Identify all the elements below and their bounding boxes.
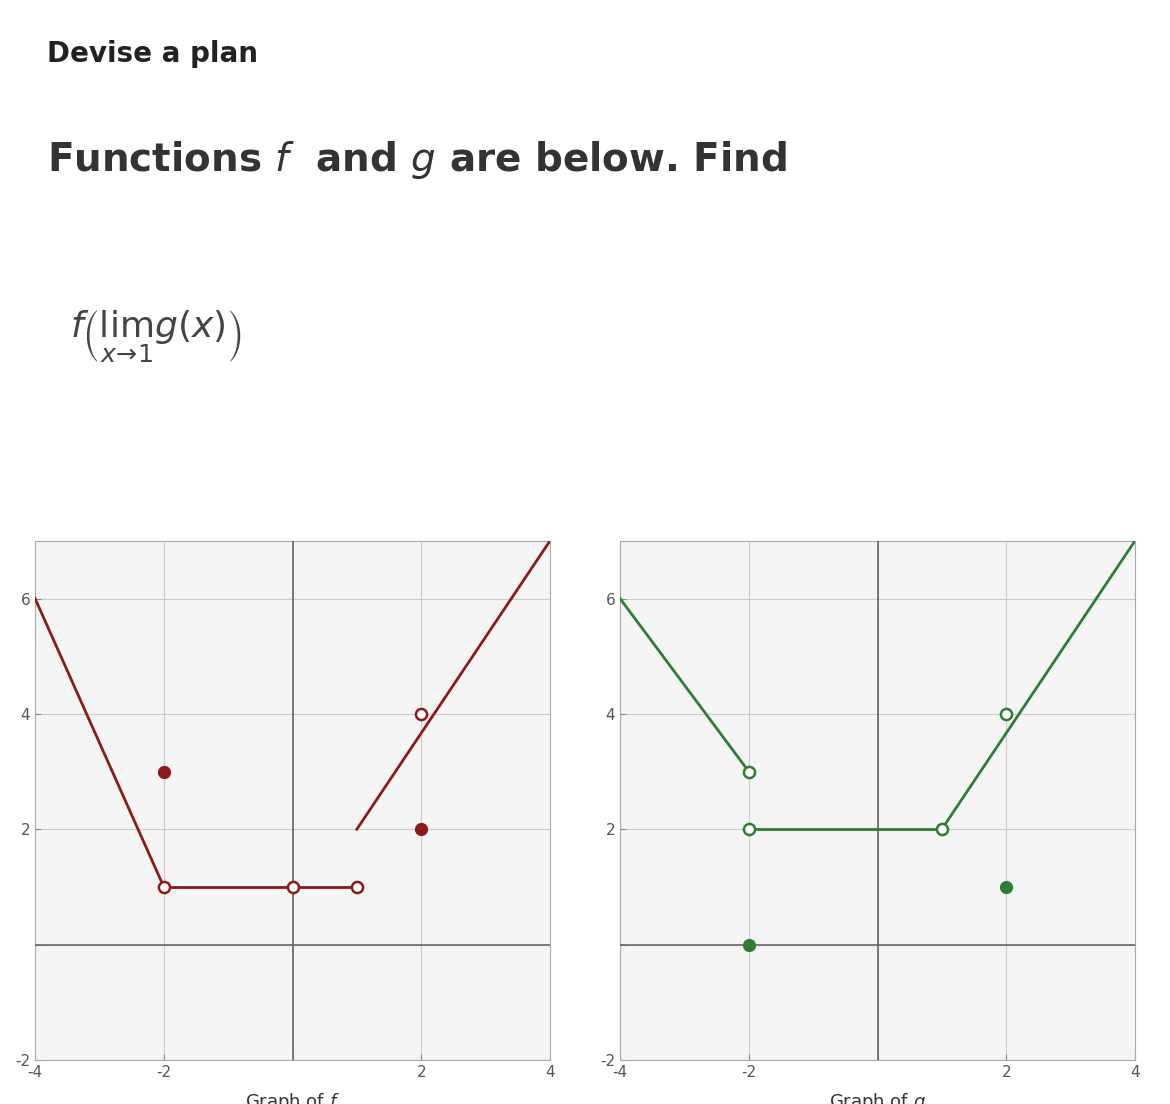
X-axis label: Graph of $f$: Graph of $f$ (246, 1091, 339, 1104)
X-axis label: Graph of $g$: Graph of $g$ (830, 1091, 925, 1104)
Text: Functions $f$  and $g$ are below. Find: Functions $f$ and $g$ are below. Find (47, 139, 787, 181)
Text: Devise a plan: Devise a plan (47, 40, 257, 67)
Text: $f\left(\lim_{x \to 1} g(x)\right)$: $f\left(\lim_{x \to 1} g(x)\right)$ (70, 308, 242, 364)
